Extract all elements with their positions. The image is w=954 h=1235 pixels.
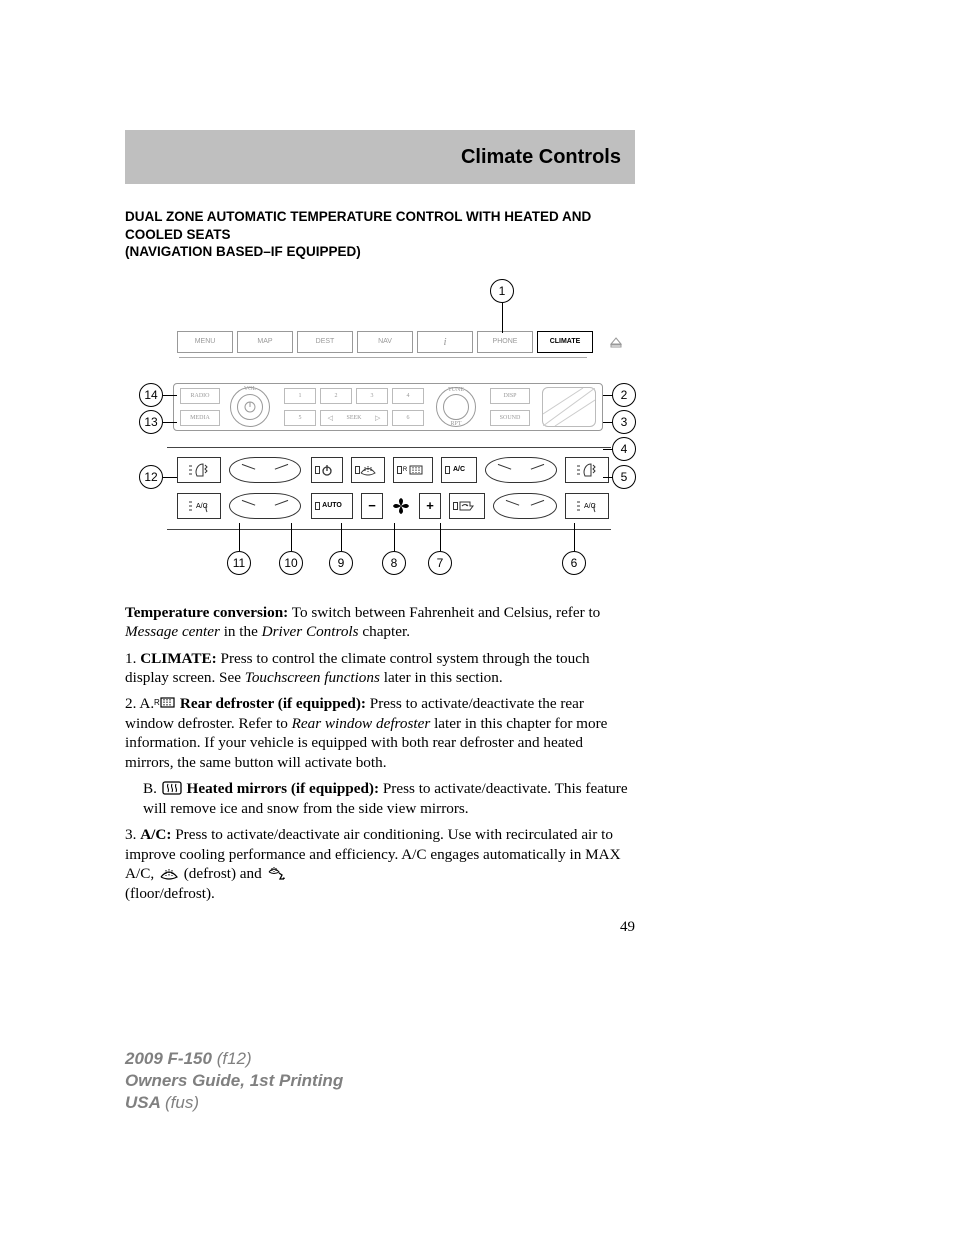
p-item-2b: B. Heated mirrors (if equipped): Press t… [125,779,635,818]
recirc-btn [449,493,485,519]
fan-icon [387,493,415,519]
ac-btn: A/C [441,457,477,483]
tab-info: i [417,331,473,353]
fan-rocker-l [229,493,301,519]
callout-8: 8 [382,551,406,575]
section-header-title: Climate Controls [461,146,621,169]
footer: 2009 F-150 (f12) Owners Guide, 1st Print… [125,1048,343,1114]
callout-13: 13 [139,410,163,434]
fan-plus-btn: + [419,493,441,519]
p-item-1: 1. CLIMATE: Press to control the climate… [125,649,635,688]
panel-hatch [542,387,596,427]
callout-4: 4 [612,437,636,461]
callout-12: 12 [139,465,163,489]
disp-btn: DISP [490,388,530,404]
defrost-icon [158,865,180,881]
callout-14: 14 [139,383,163,407]
vol-knob: VOL [230,387,270,427]
tab-climate: CLIMATE [537,331,593,353]
section-header: Climate Controls [125,130,635,184]
body-text: Temperature conversion: To switch betwee… [125,603,635,903]
cooled-seat-btn-l: A/C [177,493,221,519]
fan-minus-btn: − [361,493,383,519]
tab-nav: NAV [357,331,413,353]
cooled-seat-btn-r: A/C [565,493,609,519]
preset-6: 6 [392,410,424,426]
preset-2: 2 [320,388,352,404]
heated-seat-btn-l [177,457,221,483]
tab-phone: PHONE [477,331,533,353]
callout-6: 6 [562,551,586,575]
heated-mirror-icon [161,780,183,796]
preset-3: 3 [356,388,388,404]
rear-defrost-btn: R [393,457,433,483]
section-title: DUAL ZONE AUTOMATIC TEMPERATURE CONTROL … [125,208,635,261]
radio-btn: RADIO [180,388,220,404]
power-btn [311,457,343,483]
tab-dest: DEST [297,331,353,353]
floor-defrost-icon [266,865,288,881]
callout-9: 9 [329,551,353,575]
temp-rocker-r [485,457,557,483]
nav-tabs: MENU MAP DEST NAV i PHONE CLIMATE [177,331,593,363]
preset-1: 1 [284,388,316,404]
fan-rocker-r [493,493,557,519]
tune-knob: TUNE RPT [436,387,476,427]
callout-2: 2 [612,383,636,407]
preset-4: 4 [392,388,424,404]
tab-map: MAP [237,331,293,353]
radio-panel: RADIO MEDIA VOL 1 2 3 4 5 ◁ SEEK ▷ 6 TUN… [173,383,603,431]
temp-rocker-l [229,457,301,483]
rear-defrost-icon: R [154,695,176,711]
callout-1: 1 [490,279,514,303]
callout-3: 3 [612,410,636,434]
defrost-btn [351,457,385,483]
eject-icon [601,333,631,351]
auto-btn: AUTO [311,493,353,519]
page-number: 49 [125,919,635,936]
media-btn: MEDIA [180,410,220,426]
climate-row-2: A/C AUTO − + A/C [173,493,603,521]
tab-menu: MENU [177,331,233,353]
control-diagram: MENU MAP DEST NAV i PHONE CLIMATE RADIO … [125,279,635,589]
heated-seat-btn-r [565,457,609,483]
callout-5: 5 [612,465,636,489]
seek-btn: ◁ SEEK ▷ [320,410,388,426]
p-item-3: 3. A/C: Press to activate/deactivate air… [125,825,635,903]
p-temp-conv: Temperature conversion: To switch betwee… [125,603,635,642]
p-item-2a: 2. A.R Rear defroster (if equipped): Pre… [125,694,635,772]
callout-11: 11 [227,551,251,575]
callout-10: 10 [279,551,303,575]
preset-5: 5 [284,410,316,426]
svg-text:R: R [154,698,160,707]
callout-7: 7 [428,551,452,575]
climate-row-1: R A/C [173,457,603,485]
sound-btn: SOUND [490,410,530,426]
